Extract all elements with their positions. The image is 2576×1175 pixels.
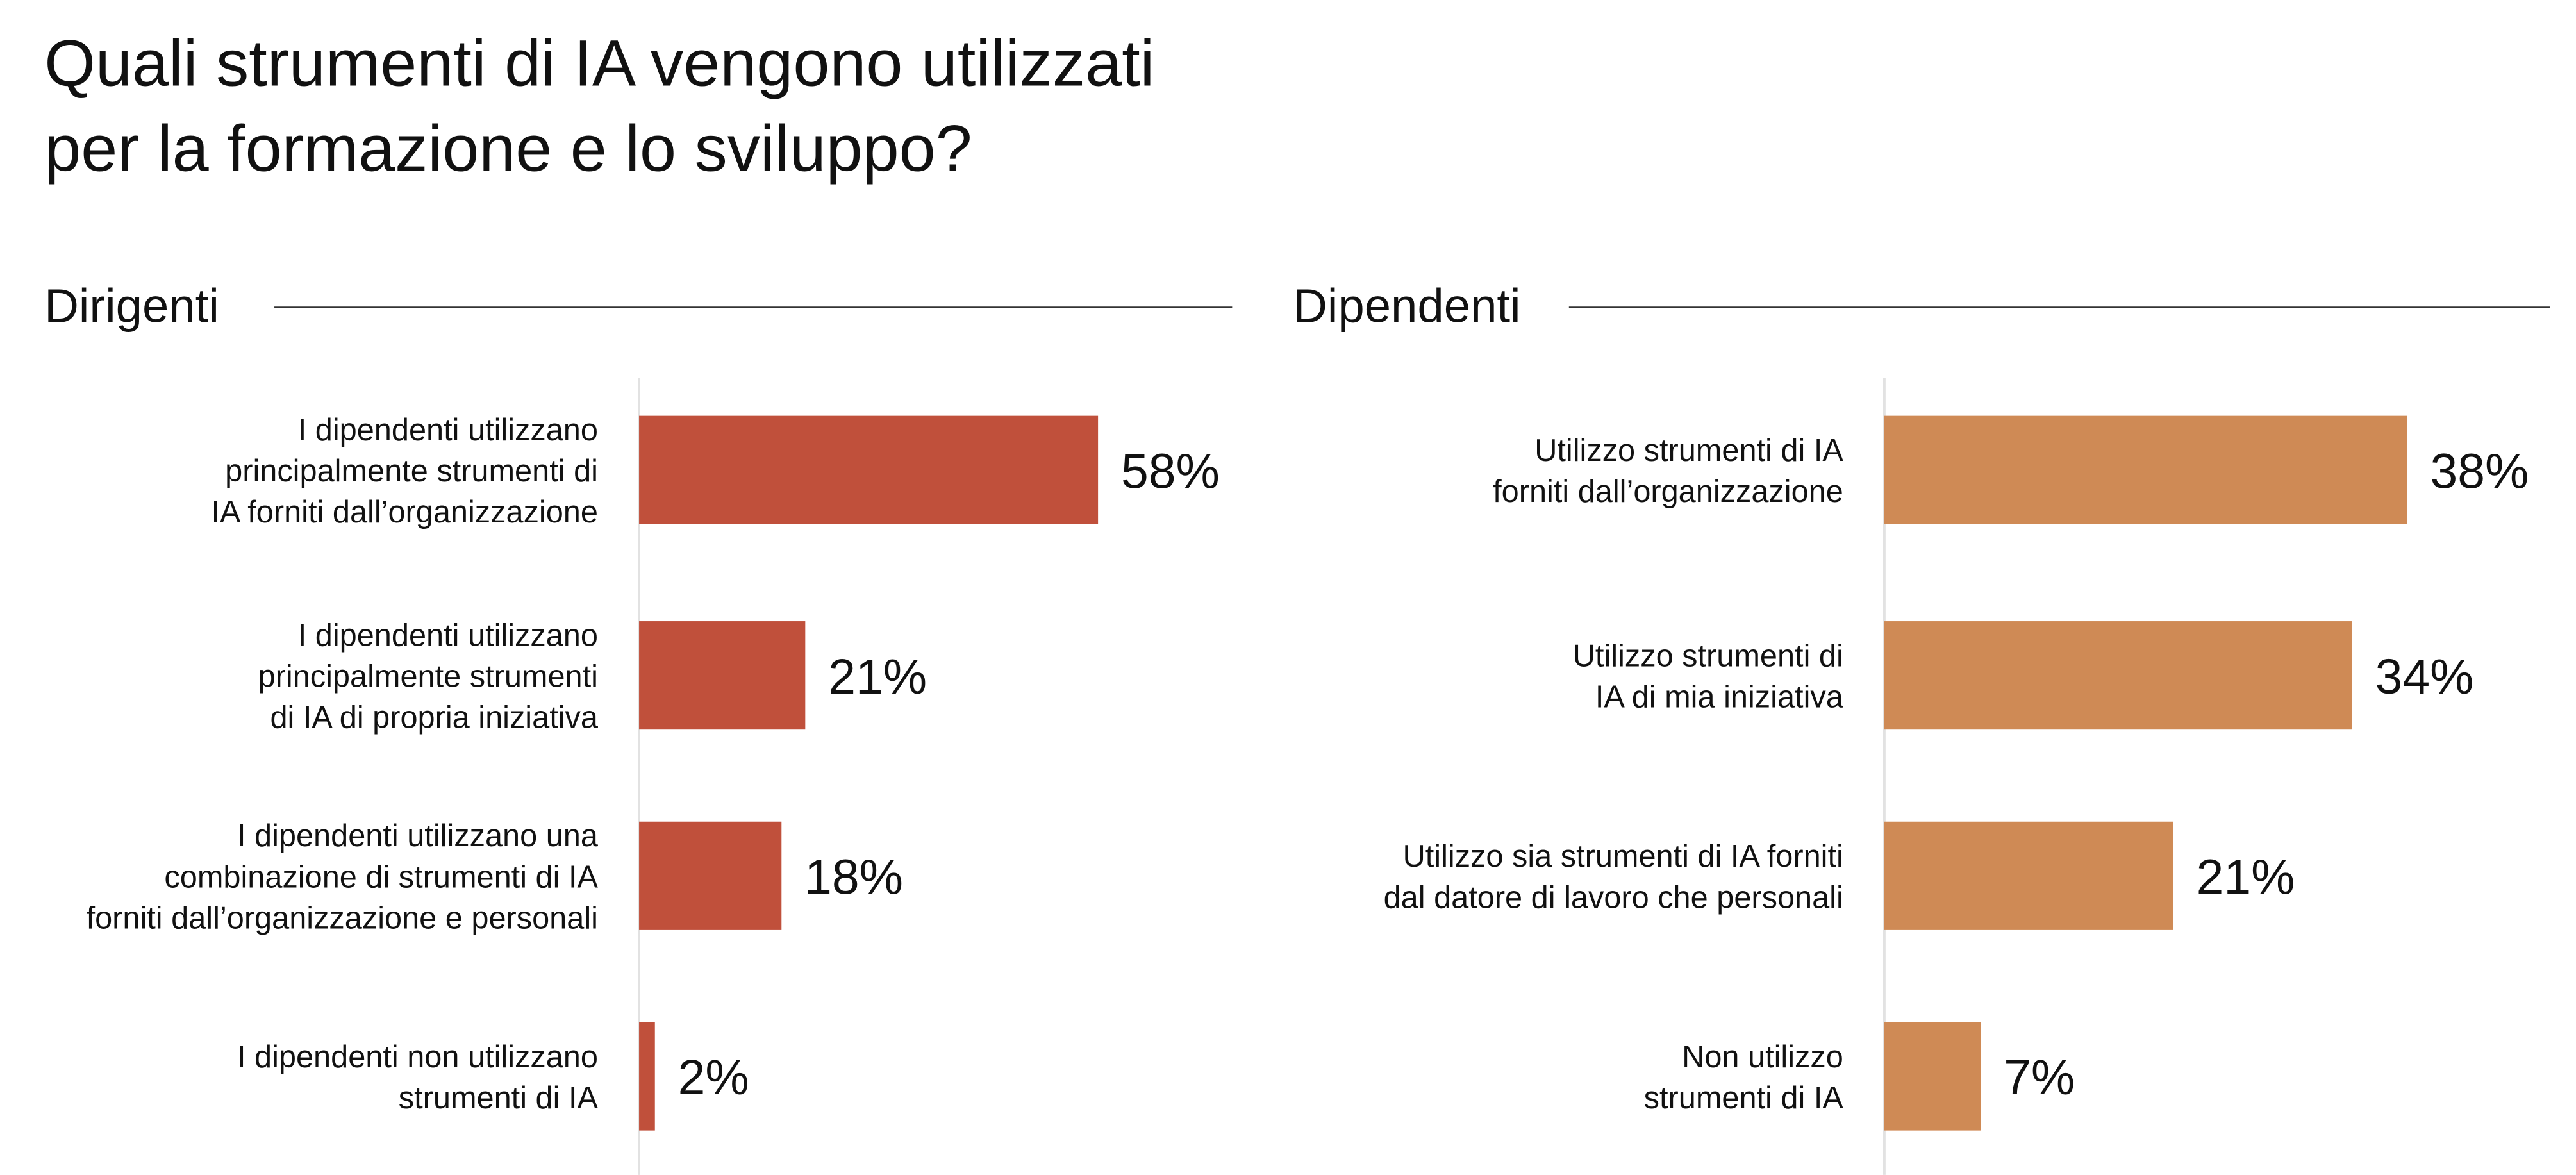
text-line: principalmente strumenti di: [225, 454, 598, 488]
bar: [639, 1022, 655, 1131]
bar: [1884, 821, 2173, 930]
text-line: Quali strumenti di IA vengono utilizzati: [44, 26, 1154, 99]
section-title: Dirigenti: [44, 279, 219, 333]
text-line: Utilizzo sia strumenti di IA forniti: [1403, 839, 1843, 874]
text-line: IA forniti dall’organizzazione: [211, 495, 598, 529]
text-line: I dipendenti non utilizzano: [237, 1040, 598, 1074]
category-label: I dipendenti non utilizzano strumenti di …: [237, 1040, 599, 1115]
category-label: Non utilizzo strumenti di IA: [1644, 1040, 1844, 1115]
text-line: dal datore di lavoro che personali: [1384, 880, 1843, 915]
text-line: forniti dall’organizzazione e personali: [87, 901, 598, 935]
bar: [639, 821, 782, 930]
category-label: Utilizzo strumenti di IA di mia iniziativ…: [1573, 639, 1844, 715]
text-line: forniti dall’organizzazione: [1493, 474, 1843, 509]
value-label: 38%: [2431, 444, 2529, 499]
text-line: Utilizzo strumenti di: [1573, 639, 1843, 674]
category-label: Utilizzo strumenti di IA forniti dall’org…: [1493, 433, 1843, 509]
value-label: 7%: [2004, 1050, 2075, 1105]
page-title: Quali strumenti di IA vengono utilizzati…: [44, 26, 1154, 185]
text-line: Non utilizzo: [1682, 1040, 1843, 1074]
category-label: I dipendenti utilizzano principalmente st…: [258, 618, 599, 735]
bar: [1884, 621, 2352, 730]
value-label: 58%: [1121, 444, 1220, 499]
value-label: 34%: [2375, 649, 2474, 704]
value-label: 2%: [678, 1050, 749, 1105]
text-line: strumenti di IA: [399, 1081, 599, 1115]
bar: [639, 621, 806, 730]
bar: [639, 415, 1099, 524]
text-line: di IA di propria iniziativa: [270, 701, 598, 735]
category-label: I dipendenti utilizzano una combinazione …: [87, 819, 599, 935]
text-line: strumenti di IA: [1644, 1081, 1844, 1115]
value-label: 18%: [804, 850, 903, 905]
text-line: combinazione di strumenti di IA: [164, 860, 598, 894]
bar: [1884, 415, 2407, 524]
category-label: Utilizzo sia strumenti di IA forniti dal …: [1384, 839, 1843, 915]
text-line: I dipendenti utilizzano: [298, 618, 598, 653]
text-line: I dipendenti utilizzano: [298, 413, 598, 447]
text-line: IA di mia iniziativa: [1595, 680, 1844, 715]
text-line: I dipendenti utilizzano una: [237, 819, 599, 853]
category-label: I dipendenti utilizzano principalmente st…: [211, 413, 598, 529]
value-label: 21%: [828, 649, 927, 704]
text-line: per la formazione e lo sviluppo?: [44, 112, 972, 185]
bar: [1884, 1022, 1981, 1131]
text-line: Utilizzo strumenti di IA: [1534, 433, 1843, 468]
text-line: principalmente strumenti: [258, 660, 598, 694]
section-title: Dipendenti: [1293, 279, 1520, 333]
value-label: 21%: [2197, 850, 2295, 905]
